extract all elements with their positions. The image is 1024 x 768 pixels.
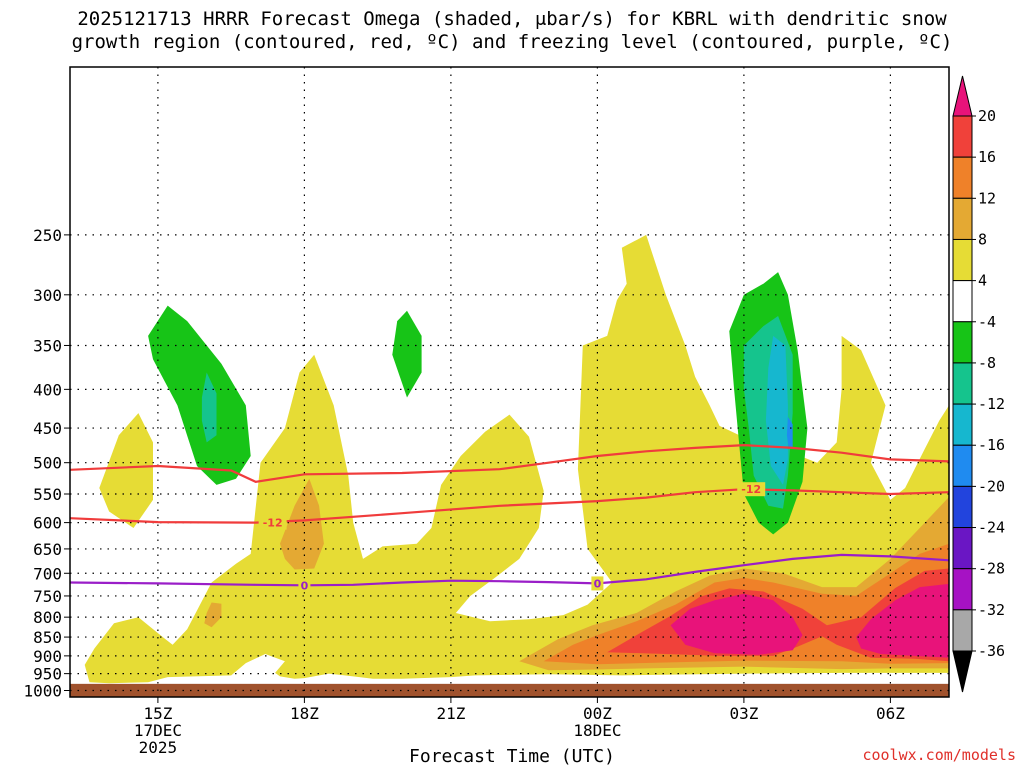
colorbar-label-12: -32 [978, 601, 1005, 619]
ground-fill [70, 683, 949, 697]
colorbar-bottom-arrow [952, 650, 973, 693]
colorbar-label-6: -8 [978, 354, 996, 372]
ytick-label-450: 450 [33, 419, 62, 438]
ytick-label-500: 500 [33, 454, 62, 473]
ytick-label-650: 650 [33, 540, 62, 559]
colorbar-bin-10 [952, 485, 973, 529]
ytick-label-1000: 1000 [23, 681, 62, 700]
contour-label-bg-1 [258, 515, 287, 530]
ytick-label-800: 800 [33, 608, 62, 627]
y-axis-ticks: 2503003504004505005506006507007508008509… [23, 226, 70, 700]
xtick-label-15Z-0: 15Z [143, 704, 172, 723]
xtick-label-03Z-0: 03Z [729, 704, 758, 723]
contour-label-3: 0 [301, 579, 309, 592]
omega-region-3 [280, 478, 324, 570]
x-axis-label: Forecast Time (UTC) [409, 746, 615, 767]
plot-frame [69, 66, 950, 698]
contour-label-bg-4 [591, 576, 604, 591]
omega-shading [84, 234, 949, 684]
colorbar-label-13: -36 [978, 642, 1005, 660]
xtick-label-00Z-1: 18DEC [573, 721, 621, 740]
contour-line-1 [70, 443, 949, 483]
omega-region-16 [786, 416, 793, 450]
omega-region-10 [148, 305, 251, 485]
ytick-label-300: 300 [33, 286, 62, 305]
colorbar-label-3: 8 [978, 230, 987, 248]
colorbar-label-8: -16 [978, 436, 1005, 454]
colorbar-label-11: -28 [978, 560, 1005, 578]
contour-label-2: -12 [741, 483, 761, 496]
colorbar-top-arrow [952, 75, 973, 117]
contour-label-4: 0 [594, 577, 602, 590]
ytick-label-950: 950 [33, 665, 62, 684]
colorbar-bin-8 [952, 403, 973, 446]
omega-region-8 [670, 593, 803, 655]
omega-region-11 [392, 310, 422, 398]
xtick-label-18Z-0: 18Z [290, 704, 319, 723]
contour-labels: -12 -12 0 0 [258, 482, 766, 593]
xtick-label-15Z-1: 17DEC [134, 721, 182, 740]
chart-title-line-1: 2025121713 HRRR Forecast Omega (shaded, … [77, 8, 947, 30]
omega-region-4 [204, 602, 222, 628]
ytick-label-850: 850 [33, 628, 62, 647]
colorbar-bin-2 [952, 156, 973, 199]
colorbar-bin-9 [952, 444, 973, 487]
ytick-label-250: 250 [33, 226, 62, 245]
ground-layer [70, 683, 949, 697]
site-credit[interactable]: coolwx.com/models [862, 746, 1016, 764]
colorbar-bin-4 [952, 238, 973, 282]
colorbar-label-5: -4 [978, 313, 996, 331]
omega-region-13 [201, 372, 217, 443]
contour-label-bg-2 [737, 482, 766, 497]
colorbar-bin-5 [952, 280, 973, 323]
ytick-label-550: 550 [33, 485, 62, 504]
ytick-label-700: 700 [33, 564, 62, 583]
xtick-label-21Z-0: 21Z [436, 704, 465, 723]
contour-label-bg-3 [298, 578, 311, 593]
colorbar-bin-1 [952, 115, 973, 158]
ytick-label-400: 400 [33, 380, 62, 399]
colorbar-bin-7 [952, 362, 973, 405]
ytick-label-750: 750 [33, 587, 62, 606]
omega-region-9 [856, 583, 949, 658]
colorbar-label-0: 20 [978, 107, 996, 125]
colorbar-label-4: 4 [978, 272, 987, 290]
chart-title-line-2: growth region (contoured, red, ºC) and f… [71, 31, 953, 53]
ytick-label-900: 900 [33, 647, 62, 666]
omega-region-1 [99, 413, 153, 528]
xtick-label-00Z-0: 00Z [583, 704, 612, 723]
colorbar-label-1: 16 [978, 148, 996, 166]
colorbar-label-2: 12 [978, 189, 996, 207]
ytick-label-600: 600 [33, 514, 62, 533]
colorbar-bin-13 [952, 609, 973, 652]
colorbar-bin-3 [952, 197, 973, 240]
contour-line-3 [70, 553, 949, 587]
xtick-label-15Z-2: 2025 [139, 738, 178, 757]
colorbar-bin-6 [952, 321, 973, 364]
colorbar-label-10: -24 [978, 519, 1005, 537]
colorbar-label-7: -12 [978, 395, 1005, 413]
colorbar-bin-12 [952, 568, 973, 611]
xtick-label-06Z-0: 06Z [876, 704, 905, 723]
contour-label-1: -12 [263, 517, 283, 530]
colorbar: 20 16 12 8 4 -4 -8 -12 -16 -20 -24 -28 -32 -36 [952, 75, 1005, 693]
colorbar-label-9: -20 [978, 477, 1005, 495]
colorbar-bin-11 [952, 527, 973, 570]
ytick-label-350: 350 [33, 336, 62, 355]
